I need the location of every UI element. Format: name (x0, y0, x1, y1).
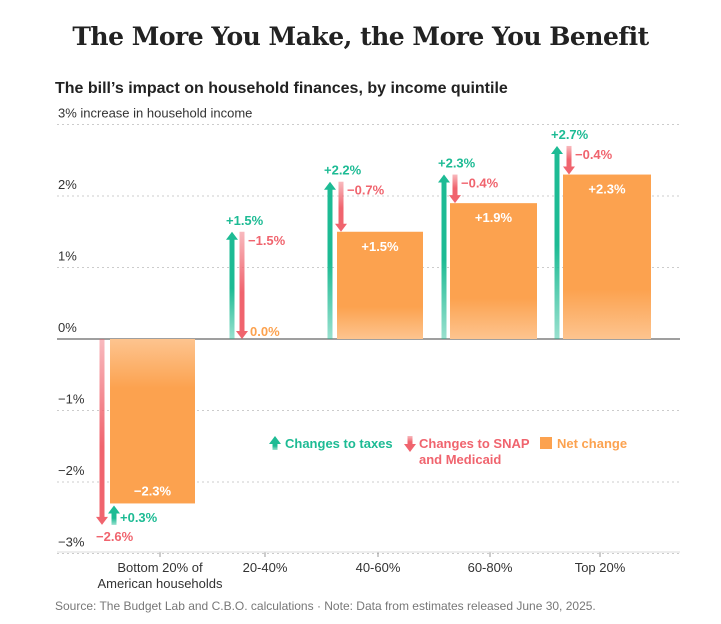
tax-label: +2.7% (551, 127, 589, 142)
tax-label: +0.3% (120, 510, 158, 525)
x-tick-label: Top 20% (575, 560, 626, 575)
net-label: +1.9% (475, 210, 513, 225)
x-tick-label: 40-60% (356, 560, 401, 575)
snap-arrow-head (563, 166, 575, 175)
net-change-bar (563, 174, 651, 339)
snap-label: −0.7% (347, 183, 385, 198)
tax-arrow-shaft (327, 187, 333, 339)
legend-tax-icon-head (269, 436, 281, 444)
y-tick-label: 3% increase in household income (58, 106, 252, 121)
net-label: −2.3% (134, 483, 172, 498)
snap-arrow-shaft (99, 339, 105, 519)
snap-label: −0.4% (461, 176, 499, 191)
y-tick-label: −1% (58, 392, 85, 407)
tax-arrow-head (551, 145, 563, 154)
snap-arrow-shaft (566, 145, 572, 169)
legend-snap-icon-head (404, 444, 416, 452)
y-tick-label: 1% (58, 249, 77, 264)
net-label: 0.0% (250, 324, 280, 339)
snap-arrow-shaft (239, 231, 245, 333)
net-label: +1.5% (361, 239, 399, 254)
x-tick-label: 60-80% (468, 560, 513, 575)
legend-net-icon (540, 437, 552, 449)
y-tick-label: −2% (58, 463, 85, 478)
tax-arrow-shaft (229, 237, 235, 339)
source-note: Source: The Budget Lab and C.B.O. calcul… (55, 599, 596, 613)
chart-title: The More You Make, the More You Benefit (72, 22, 649, 51)
snap-arrow-shaft (452, 174, 458, 198)
tax-arrow-shaft (111, 511, 117, 525)
tax-label: +1.5% (226, 213, 264, 228)
net-change-bar (110, 339, 195, 504)
x-tick-label: Bottom 20% of (117, 560, 203, 575)
snap-arrow-head (236, 331, 248, 339)
net-label: +2.3% (588, 182, 626, 197)
legend-snap: and Medicaid (419, 452, 501, 467)
tax-label: +2.3% (438, 156, 476, 171)
snap-arrow-head (96, 516, 108, 525)
tax-arrow-head (108, 505, 120, 514)
snap-arrow-head (449, 195, 461, 204)
snap-label: −2.6% (96, 529, 134, 544)
legend-net: Net change (557, 436, 627, 451)
y-tick-label: 2% (58, 177, 77, 192)
tax-arrow-head (226, 231, 238, 240)
tax-arrow-head (324, 181, 336, 190)
chart-subtitle: The bill’s impact on household finances,… (55, 80, 508, 97)
snap-label: −0.4% (575, 147, 613, 162)
net-change-bar (337, 231, 423, 339)
snap-label: −1.5% (248, 233, 286, 248)
x-tick-label: American households (97, 576, 223, 591)
snap-arrow-shaft (338, 181, 344, 226)
net-change-bar (450, 203, 537, 339)
legend-taxes: Changes to taxes (285, 436, 393, 451)
y-tick-label: 0% (58, 320, 77, 335)
legend-snap: Changes to SNAP (419, 436, 530, 451)
x-tick-label: 20-40% (243, 560, 288, 575)
tax-arrow-shaft (441, 180, 447, 339)
tax-arrow-head (438, 174, 450, 183)
y-tick-label: −3% (58, 535, 85, 550)
tax-arrow-shaft (554, 151, 560, 339)
tax-label: +2.2% (324, 163, 362, 178)
legend-snap-icon-shaft (407, 436, 413, 446)
snap-arrow-head (335, 223, 347, 232)
legend-tax-icon-shaft (272, 442, 278, 450)
